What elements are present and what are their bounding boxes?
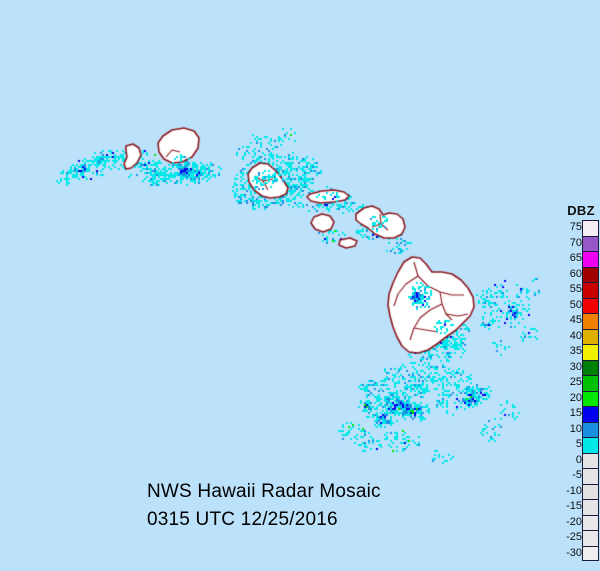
legend-color-swatch bbox=[582, 406, 599, 422]
legend-color-swatch bbox=[582, 452, 599, 468]
legend-value-label: -15 bbox=[566, 500, 582, 512]
legend-value-label: 0 bbox=[575, 453, 582, 466]
legend-row: 25 bbox=[563, 375, 600, 391]
legend-row: 45 bbox=[563, 313, 600, 329]
legend-value-label: -5 bbox=[572, 469, 582, 481]
legend-row: 65 bbox=[563, 251, 600, 267]
legend-row: 30 bbox=[563, 359, 600, 375]
legend-color-swatch bbox=[582, 235, 599, 251]
legend-color-swatch bbox=[582, 220, 599, 236]
legend-row: 60 bbox=[563, 266, 600, 282]
legend-value-label: 45 bbox=[569, 314, 582, 326]
legend-row: -10 bbox=[563, 483, 600, 499]
legend-value-label: 55 bbox=[569, 283, 582, 295]
legend-row: -5 bbox=[563, 468, 600, 484]
map-timestamp: 0315 UTC 12/25/2016 bbox=[147, 509, 338, 530]
legend-row: -20 bbox=[563, 514, 600, 530]
legend-row: 15 bbox=[563, 406, 600, 422]
legend-value-label: 75 bbox=[569, 221, 582, 233]
legend-row: 5 bbox=[563, 437, 600, 453]
legend-title: DBZ bbox=[567, 203, 595, 218]
legend-color-swatch bbox=[582, 313, 599, 329]
legend-value-label: 30 bbox=[569, 360, 582, 373]
radar-map-canvas[interactable] bbox=[0, 0, 560, 571]
legend-value-label: 10 bbox=[569, 422, 582, 435]
legend-color-swatch bbox=[582, 282, 599, 298]
radar-map-area[interactable] bbox=[0, 0, 560, 571]
legend-color-swatch bbox=[582, 375, 599, 391]
legend-value-label: 60 bbox=[569, 267, 582, 280]
legend-row: -15 bbox=[563, 499, 600, 515]
legend-value-label: 70 bbox=[569, 236, 582, 249]
legend-color-swatch bbox=[582, 359, 599, 375]
legend-value-label: 20 bbox=[569, 391, 582, 404]
legend-value-label: -30 bbox=[566, 546, 582, 559]
legend-color-swatch bbox=[582, 344, 599, 360]
legend-row: 50 bbox=[563, 297, 600, 313]
legend-color-swatch bbox=[582, 297, 599, 313]
legend-value-label: 35 bbox=[569, 345, 582, 357]
legend-color-swatch bbox=[582, 266, 599, 282]
legend-color-swatch bbox=[582, 468, 599, 484]
legend-color-swatch bbox=[582, 514, 599, 530]
legend-row: 55 bbox=[563, 282, 600, 298]
legend-color-swatch bbox=[582, 545, 599, 561]
legend-value-label: -10 bbox=[566, 484, 582, 497]
legend-row: -30 bbox=[563, 545, 600, 561]
legend-row: 40 bbox=[563, 328, 600, 344]
legend-value-label: 25 bbox=[569, 376, 582, 388]
legend-value-label: 40 bbox=[569, 329, 582, 342]
legend-value-label: -20 bbox=[566, 515, 582, 528]
legend-row: 10 bbox=[563, 421, 600, 437]
dbz-colorbar-legend: DBZ 75 70 65 60 55 50 45 40 35 30 25 20 15 10 5 0 -5 -10-… bbox=[563, 203, 600, 561]
legend-value-label: 65 bbox=[569, 252, 582, 264]
legend-color-swatch bbox=[582, 251, 599, 267]
legend-value-label: -25 bbox=[566, 531, 582, 543]
legend-row: 70 bbox=[563, 235, 600, 251]
legend-color-swatch bbox=[582, 437, 599, 453]
map-title-block: NWS Hawaii Radar Mosaic 0315 UTC 12/25/2… bbox=[147, 478, 381, 534]
legend-row: 0 bbox=[563, 452, 600, 468]
legend-color-swatch bbox=[582, 530, 599, 546]
legend-color-swatch bbox=[582, 499, 599, 515]
legend-color-swatch bbox=[582, 390, 599, 406]
legend-color-swatch bbox=[582, 483, 599, 499]
legend-row: -25 bbox=[563, 530, 600, 546]
legend-row: 35 bbox=[563, 344, 600, 360]
legend-color-swatch bbox=[582, 328, 599, 344]
legend-row: 20 bbox=[563, 390, 600, 406]
legend-value-label: 50 bbox=[569, 298, 582, 311]
legend-row: 75 bbox=[563, 220, 600, 236]
legend-value-label: 15 bbox=[569, 407, 582, 419]
legend-color-swatch bbox=[582, 421, 599, 437]
page-title: NWS Hawaii Radar Mosaic bbox=[147, 481, 381, 502]
legend-scale: 75 70 65 60 55 50 45 40 35 30 25 20 15 10 5 0 -5 -10 -15 -2… bbox=[563, 220, 600, 561]
legend-value-label: 5 bbox=[575, 438, 582, 450]
